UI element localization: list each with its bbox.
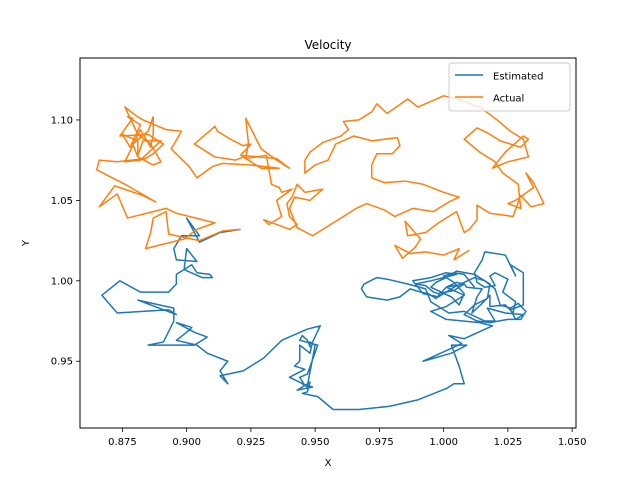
x-axis-label: X xyxy=(325,458,332,469)
plot-lines xyxy=(95,95,545,411)
chart-title: Velocity xyxy=(304,38,351,52)
axes-frame xyxy=(79,57,577,429)
y-tick-label: 1.00 xyxy=(51,276,73,287)
x-axis-ticks: 0.875 0.900 0.925 0.950 0.975 1.000 1.025 1.050 xyxy=(108,428,586,448)
x-tick-label: 0.875 xyxy=(108,437,137,448)
x-tick-label: 1.025 xyxy=(494,437,523,448)
y-tick-label: 1.05 xyxy=(51,196,73,207)
y-tick-label: 1.10 xyxy=(51,115,73,126)
series-line-estimated xyxy=(101,217,527,411)
y-tick-label: 0.95 xyxy=(51,357,73,368)
x-tick-label: 0.900 xyxy=(172,437,201,448)
y-axis-label: Y xyxy=(21,239,32,247)
y-axis-ticks: 0.95 1.00 1.05 1.10 xyxy=(51,115,80,368)
x-tick-label: 0.975 xyxy=(365,437,394,448)
x-tick-label: 0.925 xyxy=(237,437,266,448)
x-tick-label: 1.000 xyxy=(429,437,458,448)
x-tick-label: 0.950 xyxy=(301,437,330,448)
legend: Estimated Actual xyxy=(448,62,571,112)
legend-label-estimated: Estimated xyxy=(493,72,544,83)
legend-label-actual: Actual xyxy=(493,94,524,105)
x-tick-label: 1.050 xyxy=(558,437,587,448)
series-line-actual xyxy=(95,95,545,261)
